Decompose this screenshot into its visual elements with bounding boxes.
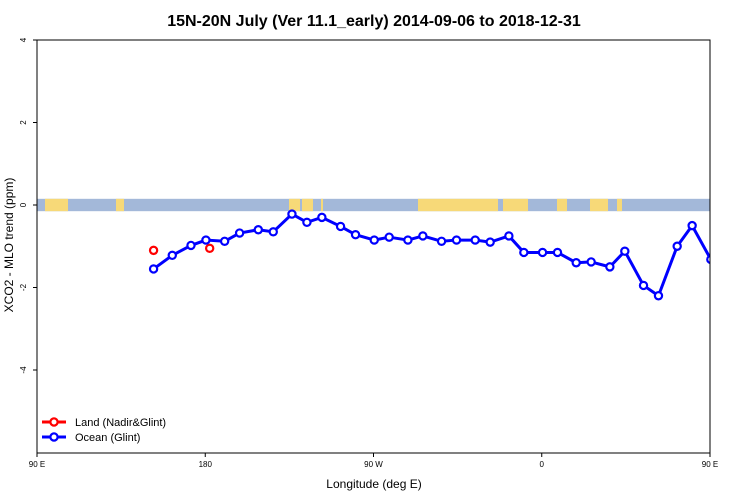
series-1-point-30 [653, 291, 664, 301]
y-tick-label-2: 0 [19, 202, 28, 207]
series-1-point-24 [552, 247, 563, 258]
series-1-point-32 [687, 220, 697, 231]
series-1-point-20 [485, 237, 495, 247]
series-1-point-15 [403, 235, 413, 245]
series-1-point-10 [317, 212, 327, 223]
series-1-point-27 [605, 262, 615, 272]
y-tick-label-3: -2 [19, 283, 28, 291]
strip-land-4 [321, 198, 323, 212]
x-axis-label: Longitude (deg E) [326, 477, 421, 491]
legend-entry-ocean: Ocean (Glint) [42, 432, 140, 444]
strip-land-3 [302, 198, 313, 212]
series-1-point-18 [451, 235, 462, 245]
series-1-point-0 [148, 264, 159, 274]
plot-frame [36, 39, 711, 454]
series-1-point-33 [706, 254, 710, 265]
series-1-point-31 [672, 241, 682, 251]
series-1-line-0 [152, 212, 710, 298]
x-tick-label-4: 90 E [702, 460, 718, 469]
series-1-point-25 [571, 258, 581, 268]
strip-land-5 [418, 198, 498, 212]
series-layer [148, 209, 748, 301]
legend-entry-land: Land (Nadir&Glint) [42, 417, 166, 429]
strip-land-8 [590, 198, 608, 212]
y-tick-label-4: -4 [19, 366, 28, 374]
series-1-point-12 [350, 229, 361, 240]
strip-land-0 [45, 198, 68, 212]
y-tick-label-0: 4 [19, 37, 28, 42]
land-ocean-strip [37, 198, 710, 212]
y-axis-ticks: 4 2 0 -2 -4 [19, 37, 37, 374]
series-1-point-19 [470, 235, 480, 245]
series-1-point-7 [268, 227, 278, 237]
series-1-point-13 [369, 235, 379, 245]
series-1-point-14 [384, 232, 394, 242]
series-1-point-23 [537, 247, 548, 258]
series-1-point-6 [253, 225, 263, 235]
y-tick-label-1: 2 [19, 120, 28, 125]
y-axis-label: XCO2 - MLO trend (ppm) [2, 178, 16, 313]
series-1-point-26 [586, 257, 596, 267]
series-1-point-4 [219, 236, 230, 246]
strip-land-6 [503, 198, 528, 212]
series-1-point-29 [638, 280, 649, 291]
series-1-point-11 [335, 221, 346, 232]
series-1-point-2 [186, 240, 196, 251]
series-1-point-17 [436, 236, 447, 246]
legend-ocean-label: Ocean (Glint) [75, 432, 140, 444]
series-1-point-16 [418, 231, 428, 241]
x-tick-label-0: 90 E [29, 460, 45, 469]
x-tick-label-1: 180 [199, 460, 213, 469]
series-1-point-3 [201, 235, 211, 245]
series-1-point-35 [741, 257, 748, 264]
series-0 [148, 243, 215, 256]
series-1-point-5 [234, 228, 245, 238]
series-1-point-28 [620, 246, 630, 256]
series-0-point-0 [148, 245, 159, 256]
legend-land-label: Land (Nadir&Glint) [75, 417, 166, 429]
strip-land-9 [617, 198, 622, 212]
legend-ocean-marker [49, 432, 59, 442]
strip-ocean [37, 198, 710, 212]
x-tick-label-3: 0 [540, 460, 545, 469]
series-1-point-8 [287, 209, 297, 219]
series-1-point-22 [519, 247, 529, 258]
legend: Land (Nadir&Glint) Ocean (Glint) [42, 417, 166, 444]
series-1-point-1 [167, 250, 177, 261]
strip-land-2 [289, 198, 300, 212]
legend-land-marker [49, 417, 59, 427]
series-1-point-34 [722, 236, 729, 243]
series-1-point-9 [302, 217, 312, 228]
x-tick-label-2: 90 W [364, 460, 383, 469]
chart-title: 15N-20N July (Ver 11.1_early) 2014-09-06… [167, 13, 581, 30]
series-1 [148, 209, 748, 301]
series-1-point-21 [504, 231, 514, 241]
strip-land-1 [116, 198, 124, 212]
series-0-point-1 [204, 243, 215, 254]
strip-land-7 [557, 198, 567, 212]
